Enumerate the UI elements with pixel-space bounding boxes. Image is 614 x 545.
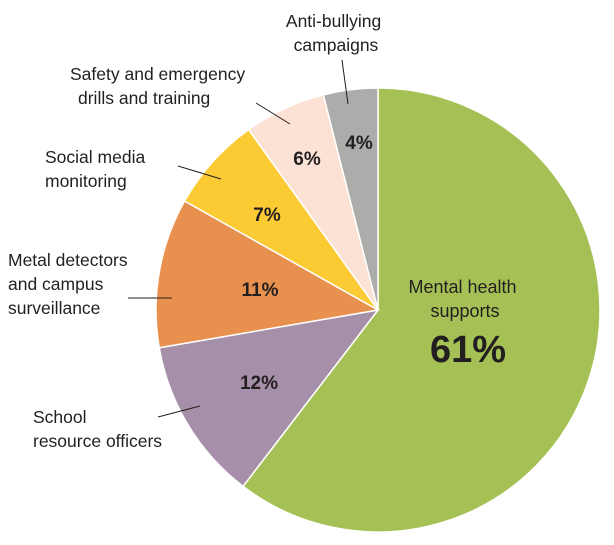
- leader-line-anti-bullying: [341, 59, 349, 105]
- value-label-mental-health: 61%: [430, 329, 506, 371]
- value-label-metal-detectors: 11%: [242, 280, 279, 301]
- leader-line-school-resource: [157, 405, 201, 418]
- label-metal-detectors: Metal detectors and campus surveillance: [8, 250, 133, 318]
- value-label-school-resource: 12%: [240, 373, 278, 394]
- label-safety-drills: Safety and emergency drills and training: [70, 64, 250, 108]
- value-label-anti-bullying: 4%: [345, 133, 373, 154]
- slice-mental-health-supports: [242, 87, 601, 533]
- label-social-media: Social media monitoring: [45, 147, 150, 191]
- leader-line-social-media: [177, 165, 222, 180]
- slice-anti-bullying: [322, 87, 379, 311]
- label-anti-bullying: Anti-bullying campaigns: [286, 11, 386, 55]
- label-mental-health-supports: Mental health supports: [408, 277, 521, 321]
- slice-metal-detectors: [155, 199, 381, 349]
- value-label-safety-drills: 6%: [293, 149, 321, 170]
- label-school-resource-officers: School resource officers: [33, 407, 162, 451]
- leader-line-safety-drills: [255, 102, 291, 125]
- value-label-social-media: 7%: [253, 205, 281, 226]
- slice-school-resource-officers: [158, 308, 380, 488]
